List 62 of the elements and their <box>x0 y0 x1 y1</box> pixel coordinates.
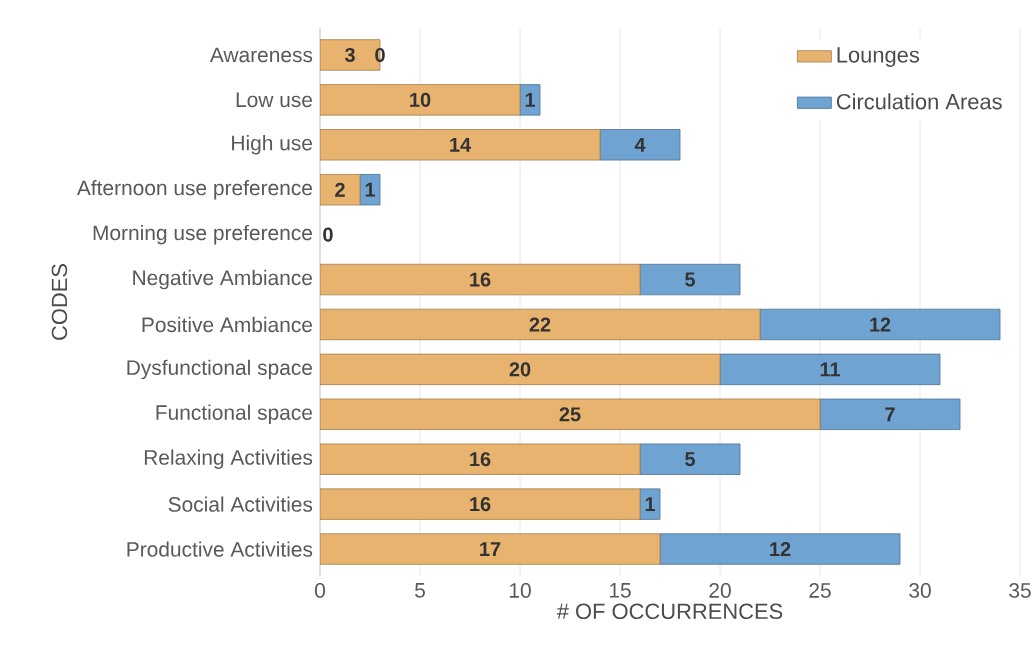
y-tick-label: Dysfunctional space <box>127 359 312 380</box>
data-label: 4 <box>634 137 646 152</box>
data-label: 17 <box>480 542 501 556</box>
bar <box>320 398 821 430</box>
data-label: 12 <box>770 542 791 556</box>
bar <box>320 308 761 341</box>
bar <box>320 353 721 386</box>
legend-label: Lounges <box>837 47 920 67</box>
bar <box>819 398 961 430</box>
bar <box>639 443 741 475</box>
bar <box>320 488 641 520</box>
data-label: 1 <box>525 93 536 107</box>
data-label: 22 <box>529 317 551 332</box>
y-tick-label: Afternoon use preference <box>76 179 312 200</box>
y-tick-label: Functional space <box>156 404 312 425</box>
x-tick-label: 25 <box>809 583 831 598</box>
data-label: 20 <box>509 362 531 377</box>
x-tick-label: 5 <box>415 583 425 598</box>
x-tick-label: 0 <box>315 583 325 598</box>
data-label: 5 <box>685 452 696 467</box>
data-label: 25 <box>559 407 581 422</box>
x-axis-title: # OF OCCURRENCES <box>556 603 783 620</box>
data-label: 0 <box>323 227 333 242</box>
y-tick-label: Relaxing Activities <box>144 449 313 469</box>
data-label: 1 <box>365 182 376 197</box>
bar <box>639 263 741 296</box>
y-tick-label: Morning use preference <box>93 224 312 245</box>
data-label: 2 <box>335 182 345 197</box>
y-tick-label: Low use <box>236 92 312 108</box>
bar <box>759 308 1001 341</box>
bar <box>320 533 661 565</box>
data-label: 12 <box>870 317 891 332</box>
data-label: 11 <box>820 362 840 377</box>
bar <box>320 84 521 116</box>
x-tick-label: 15 <box>609 583 631 598</box>
data-label: 5 <box>685 272 696 287</box>
legend-label: Circulation Areas <box>836 93 1002 110</box>
y-tick-label: Social Activities <box>168 496 313 512</box>
data-label: 7 <box>885 407 895 422</box>
y-tick-label: Positive Ambiance <box>142 316 312 333</box>
bar <box>659 533 901 565</box>
bar <box>320 129 601 161</box>
y-tick-label: Productive Activities <box>127 541 313 557</box>
data-label: 16 <box>470 497 491 512</box>
data-label: 10 <box>410 92 431 107</box>
x-tick-label: 30 <box>909 583 931 598</box>
bar <box>320 443 641 475</box>
y-axis-title: CODES <box>51 264 68 340</box>
y-tick-label: Awareness <box>209 47 313 63</box>
data-label: 14 <box>450 137 471 152</box>
data-label: 16 <box>470 452 491 467</box>
x-tick-label: 35 <box>1009 583 1031 598</box>
y-tick-label: Negative Ambiance <box>133 269 312 290</box>
data-label: 3 <box>344 47 355 63</box>
x-tick-label: 20 <box>709 583 731 598</box>
bar <box>320 263 641 296</box>
y-tick-label: High use <box>232 135 312 155</box>
bar <box>599 129 681 161</box>
data-label: 16 <box>470 272 491 287</box>
x-tick-label: 10 <box>509 583 531 598</box>
data-label: 1 <box>645 497 656 511</box>
bar <box>719 353 941 386</box>
